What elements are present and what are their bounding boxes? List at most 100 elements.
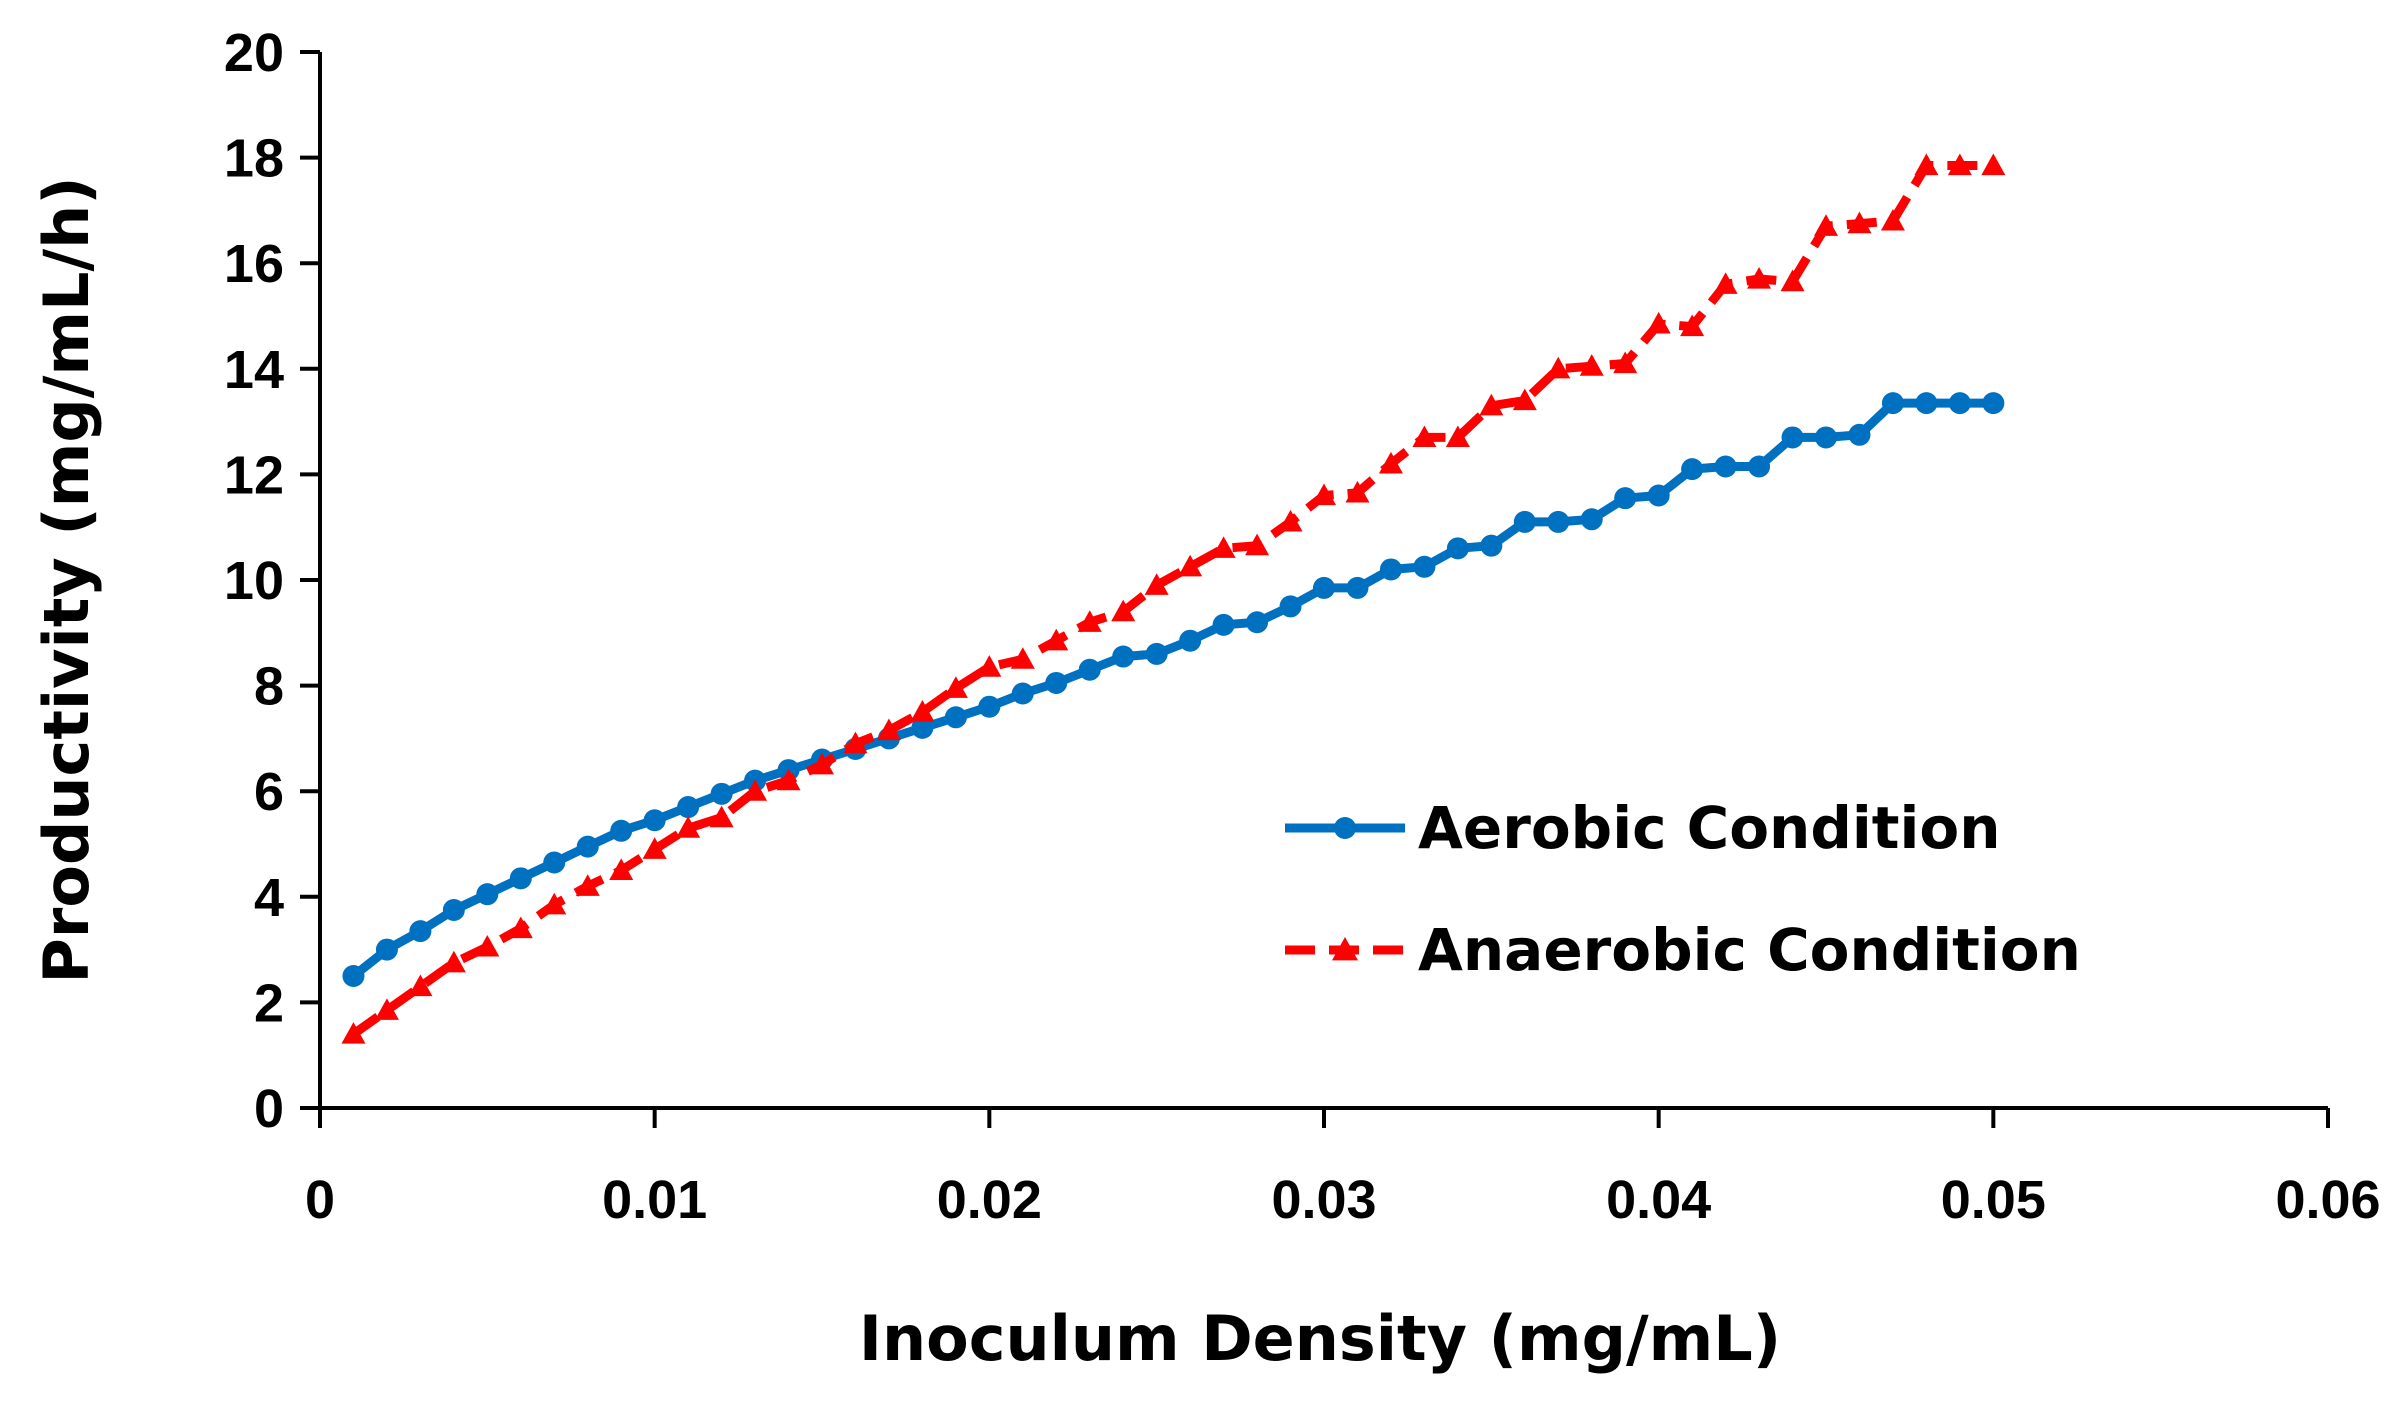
- data-point: [1914, 153, 1939, 176]
- data-point: [575, 874, 600, 896]
- data-point: [1211, 536, 1236, 558]
- data-point: [1580, 508, 1603, 531]
- y-tick-label: 14: [224, 340, 284, 400]
- data-point: [1010, 647, 1035, 669]
- data-point: [476, 883, 499, 906]
- data-point: [610, 819, 633, 842]
- data-point: [442, 899, 465, 921]
- data-point: [1880, 208, 1905, 231]
- data-point: [1479, 393, 1504, 416]
- data-point: [1647, 484, 1670, 507]
- data-point: [1111, 599, 1136, 622]
- data-point: [576, 835, 599, 858]
- y-tick-label: 20: [224, 23, 284, 83]
- data-point: [1781, 426, 1804, 449]
- data-point: [1011, 682, 1034, 705]
- data-point: [408, 974, 433, 997]
- data-point: [1613, 351, 1638, 374]
- data-point: [1145, 642, 1168, 665]
- data-point: [1279, 595, 1302, 618]
- y-tick-label: 0: [254, 1079, 284, 1139]
- data-point: [1646, 311, 1671, 334]
- data-point: [1278, 509, 1303, 532]
- x-tick-label: 0.02: [937, 1170, 1042, 1230]
- data-point: [1947, 153, 1972, 176]
- x-tick-label: 0.01: [602, 1170, 707, 1230]
- data-point: [1982, 392, 2005, 415]
- data-point: [1948, 392, 1971, 415]
- data-point: [1212, 613, 1235, 636]
- data-point: [1312, 483, 1336, 506]
- series-aerobic: [342, 392, 2005, 987]
- y-tick-label: 2: [254, 973, 284, 1033]
- data-point: [1747, 267, 1772, 289]
- legend: Aerobic Condition Anaerobic Condition: [1285, 794, 2081, 984]
- data-point: [1345, 480, 1370, 503]
- data-point: [1346, 576, 1369, 599]
- data-point: [642, 837, 667, 859]
- y-tick-label: 10: [224, 551, 284, 611]
- legend-marker-aerobic: [1334, 817, 1356, 839]
- data-point: [542, 892, 567, 915]
- x-tick-label: 0.05: [1941, 1170, 2046, 1230]
- data-point: [1413, 555, 1436, 578]
- data-point: [944, 706, 967, 729]
- data-point: [1078, 658, 1101, 681]
- legend-label-aerobic: Aerobic Condition: [1418, 794, 2001, 862]
- data-point: [1513, 510, 1536, 533]
- data-point: [543, 851, 566, 874]
- data-point: [1546, 356, 1571, 379]
- y-tick-label: 12: [224, 445, 284, 505]
- data-point: [1881, 392, 1904, 415]
- data-point: [1480, 534, 1503, 557]
- data-point: [1714, 455, 1737, 478]
- data-point: [342, 965, 365, 987]
- data-point: [1445, 425, 1470, 448]
- series-layer: [341, 153, 2006, 1044]
- data-point: [943, 676, 968, 698]
- data-point: [1379, 558, 1402, 581]
- data-point: [1713, 272, 1738, 294]
- series-anaerobic: [341, 153, 2006, 1044]
- data-point: [1512, 388, 1537, 411]
- data-point: [776, 768, 801, 791]
- y-axis-title: Productivity (mg/mL/h): [30, 176, 103, 983]
- data-point: [409, 920, 432, 943]
- data-point: [341, 1022, 366, 1044]
- data-point: [910, 700, 935, 722]
- data-point: [1579, 354, 1604, 376]
- data-point: [1848, 423, 1871, 446]
- data-point: [810, 752, 834, 775]
- y-tick-label: 16: [224, 234, 284, 294]
- data-point: [676, 816, 701, 838]
- data-point: [1847, 211, 1872, 234]
- data-point: [1144, 573, 1169, 595]
- data-point: [1681, 458, 1704, 481]
- data-point: [1412, 425, 1437, 448]
- data-point: [709, 805, 734, 828]
- y-tick-label: 4: [254, 868, 284, 928]
- x-tick-label: 0.03: [1271, 1170, 1376, 1230]
- legend-entry-aerobic: Aerobic Condition: [1285, 794, 2001, 862]
- data-point: [1313, 576, 1335, 599]
- data-point: [1179, 629, 1202, 652]
- x-tick-label: 0: [305, 1170, 335, 1230]
- y-ticks: 0 2 4 6 8 10 12 14 16 18 20: [224, 23, 320, 1139]
- data-point: [1045, 671, 1068, 694]
- legend-marker-anaerobic: [1332, 937, 1358, 961]
- x-ticks: 0 0.01 0.02 0.03 0.04 0.05 0.06: [305, 1108, 2381, 1230]
- data-point: [1680, 314, 1705, 337]
- data-point: [1814, 214, 1838, 236]
- data-point: [911, 716, 934, 739]
- data-point: [1246, 611, 1269, 634]
- data-point: [1178, 554, 1203, 577]
- data-point: [1044, 628, 1069, 651]
- data-point: [1780, 269, 1805, 292]
- data-point: [1112, 645, 1135, 668]
- data-point: [1915, 392, 1938, 415]
- data-point: [375, 938, 398, 961]
- data-point: [1547, 510, 1570, 533]
- data-point: [1614, 487, 1637, 510]
